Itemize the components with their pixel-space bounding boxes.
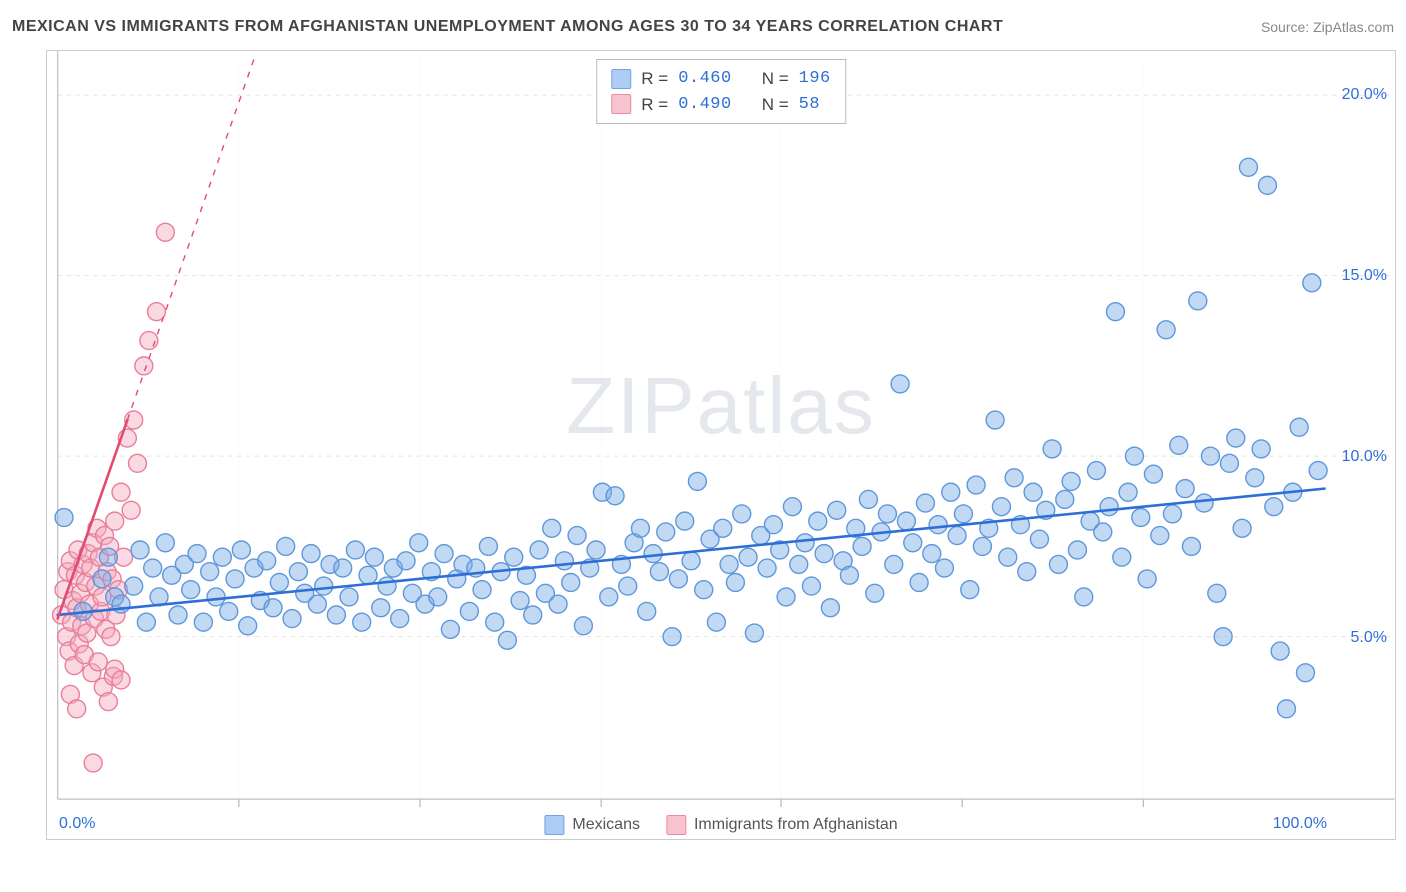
stats-row: R = 0.460 N = 196 xyxy=(611,66,831,92)
y-tick-label: 5.0% xyxy=(1351,629,1387,647)
series-legend: Mexicans Immigrants from Afghanistan xyxy=(544,815,897,835)
x-tick-label: 0.0% xyxy=(59,815,95,833)
y-tick-label: 10.0% xyxy=(1342,448,1387,466)
legend-swatch xyxy=(611,94,631,114)
x-tick-label: 100.0% xyxy=(1273,815,1327,833)
r-label: R = xyxy=(641,92,668,118)
n-label: N = xyxy=(762,92,789,118)
r-label: R = xyxy=(641,66,668,92)
n-label: N = xyxy=(762,66,789,92)
plot-area: ZIPatlas R = 0.460N = 196R = 0.490N = 58… xyxy=(46,50,1396,840)
legend-swatch xyxy=(544,815,564,835)
scatter-svg xyxy=(47,51,1395,839)
chart-title: MEXICAN VS IMMIGRANTS FROM AFGHANISTAN U… xyxy=(12,18,1003,36)
source-attribution: Source: ZipAtlas.com xyxy=(1261,19,1394,35)
legend-swatch xyxy=(611,69,631,89)
legend-label: Immigrants from Afghanistan xyxy=(694,816,898,834)
stats-legend: R = 0.460 N = 196 R = 0.490 N = 58 xyxy=(596,59,846,124)
legend-swatch xyxy=(666,815,686,835)
r-value: 0.490 xyxy=(678,92,732,118)
y-tick-label: 20.0% xyxy=(1342,86,1387,104)
y-tick-label: 15.0% xyxy=(1342,267,1387,285)
legend-item: Mexicans xyxy=(544,815,640,835)
n-value: 58 xyxy=(799,92,820,118)
legend-label: Mexicans xyxy=(572,816,640,834)
n-value: 196 xyxy=(799,66,831,92)
stats-row: R = 0.490 N = 58 xyxy=(611,92,831,118)
legend-item: Immigrants from Afghanistan xyxy=(666,815,898,835)
r-value: 0.460 xyxy=(678,66,732,92)
